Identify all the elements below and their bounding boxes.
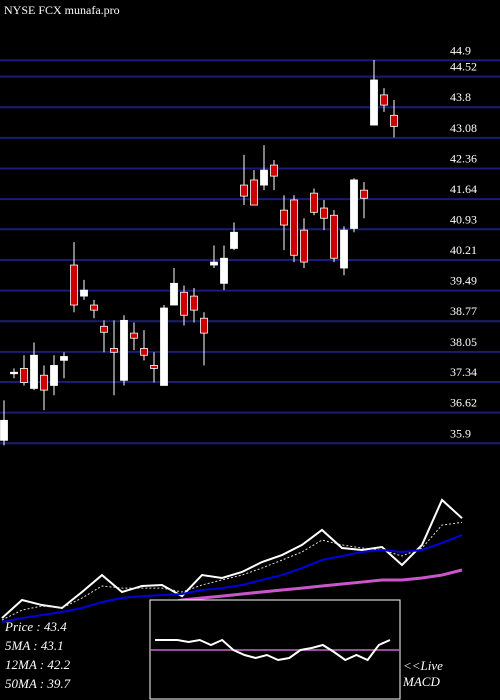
- y-tick-label: 43.8: [450, 90, 471, 104]
- candle-body: [60, 356, 68, 361]
- candle-body: [380, 94, 388, 106]
- y-tick-label: 37.34: [450, 365, 477, 379]
- chart-title: NYSE FCX munafa.pro: [4, 3, 120, 17]
- legend-entry: 5MA : 43.1: [5, 638, 64, 653]
- macd-panel: [149, 599, 401, 700]
- y-tick-label: 38.77: [450, 304, 477, 318]
- candle-body: [180, 291, 188, 316]
- candle-body: [130, 332, 138, 339]
- legend-entry: 50MA : 39.7: [5, 676, 71, 691]
- candle-body: [0, 419, 8, 441]
- candle-body: [270, 164, 278, 177]
- candle-body: [360, 189, 368, 199]
- candle-body: [50, 365, 58, 386]
- candle-body: [330, 214, 338, 259]
- candle-body: [20, 368, 28, 383]
- ma-line: [1, 521, 463, 621]
- y-tick-label: 35.9: [450, 426, 471, 440]
- candle-body: [350, 179, 358, 229]
- candle-body: [170, 282, 178, 306]
- candle-body: [30, 354, 38, 389]
- ma-line: [1, 534, 463, 623]
- candle-body: [140, 348, 148, 356]
- y-tick-label: 41.64: [450, 182, 477, 196]
- macd-note: <<Live: [403, 658, 443, 673]
- macd-line: [155, 638, 391, 662]
- candle-body: [90, 304, 98, 311]
- candle-body: [390, 114, 398, 127]
- candle-body: [40, 374, 48, 391]
- ma-line: [161, 568, 463, 606]
- y-tick-label: 38.05: [450, 335, 477, 349]
- candle-body: [70, 264, 78, 306]
- candle-body: [120, 319, 128, 381]
- candle-body: [110, 348, 118, 353]
- legend-entry: Price : 43.4: [4, 619, 67, 634]
- candle-body: [100, 325, 108, 333]
- y-tick-label: 40.21: [450, 243, 477, 257]
- candle-body: [200, 317, 208, 334]
- macd-note: MACD: [402, 674, 440, 689]
- candle-body: [220, 257, 228, 284]
- candle-body: [230, 231, 238, 249]
- candle-body: [320, 207, 328, 219]
- y-tick-label: 44.52: [450, 60, 477, 74]
- candle-body: [190, 295, 198, 311]
- candle-body: [340, 229, 348, 269]
- y-tick-label: 39.49: [450, 274, 477, 288]
- y-tick-label: 44.9: [450, 43, 471, 57]
- candle-body: [80, 289, 88, 297]
- candle-body: [210, 261, 218, 266]
- candle-body: [10, 371, 18, 375]
- y-tick-label: 36.62: [450, 396, 477, 410]
- candle-body: [260, 169, 268, 186]
- candle-body: [290, 199, 298, 256]
- candle-body: [280, 209, 288, 226]
- legend-entry: 12MA : 42.2: [5, 657, 71, 672]
- candle-body: [310, 192, 318, 213]
- candle-body: [250, 179, 258, 206]
- y-tick-label: 42.36: [450, 151, 477, 165]
- candle-body: [300, 229, 308, 263]
- y-tick-label: 40.93: [450, 212, 477, 226]
- candle-body: [370, 79, 378, 126]
- candle-body: [240, 184, 248, 197]
- candle-body: [150, 365, 158, 369]
- candle-body: [160, 307, 168, 386]
- y-tick-label: 43.08: [450, 121, 477, 135]
